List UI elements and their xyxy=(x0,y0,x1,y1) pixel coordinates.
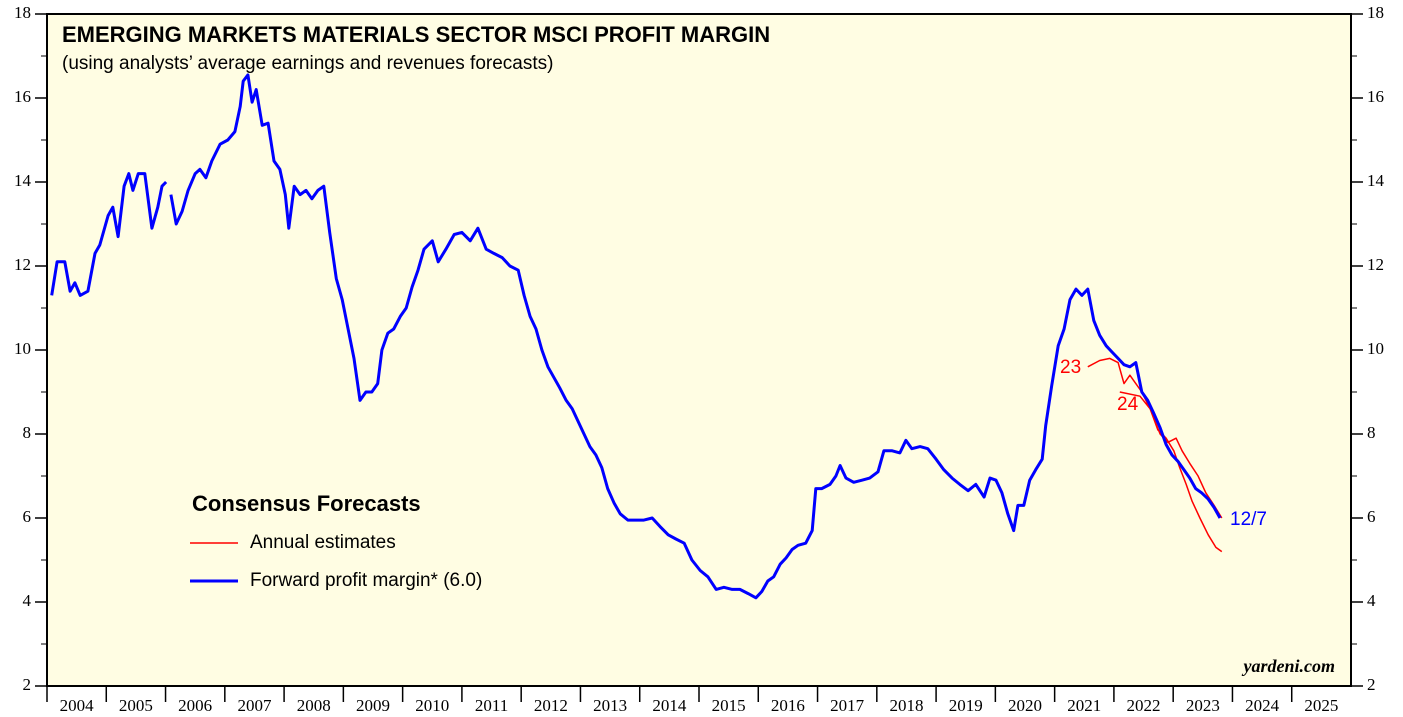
y2-tick-label: 4 xyxy=(1367,591,1376,610)
plot-area xyxy=(46,13,1352,687)
y-tick-label: 18 xyxy=(14,3,31,22)
x-tick-label: 2007 xyxy=(237,696,272,715)
y-tick-label: 8 xyxy=(23,423,32,442)
legend-label: Annual estimates xyxy=(250,532,396,553)
x-tick-label: 2005 xyxy=(119,696,153,715)
x-tick-label: 2023 xyxy=(1186,696,1220,715)
x-tick-label: 2025 xyxy=(1304,696,1338,715)
annotation: 23 xyxy=(1060,357,1081,378)
legend-title: Consensus Forecasts xyxy=(192,491,421,516)
y2-tick-label: 16 xyxy=(1367,87,1384,106)
y-tick-label: 2 xyxy=(23,675,32,694)
x-tick-label: 2020 xyxy=(1008,696,1042,715)
x-tick-label: 2006 xyxy=(178,696,212,715)
y2-tick-label: 6 xyxy=(1367,507,1376,526)
annotation: 24 xyxy=(1117,394,1139,415)
series-line xyxy=(50,73,1222,600)
x-tick-label: 2015 xyxy=(712,696,746,715)
y-tick-label: 14 xyxy=(14,171,32,190)
x-tick-label: 2018 xyxy=(889,696,923,715)
x-tick-label: 2004 xyxy=(60,696,95,715)
x-tick-label: 2008 xyxy=(297,696,331,715)
y2-tick-label: 8 xyxy=(1367,423,1376,442)
y2-tick-label: 18 xyxy=(1367,3,1384,22)
chart-subtitle: (using analysts’ average earnings and re… xyxy=(62,53,553,74)
y-tick-label: 10 xyxy=(14,339,31,358)
source: yardeni.com xyxy=(1242,656,1336,676)
y2-tick-label: 10 xyxy=(1367,339,1384,358)
y2-tick-label: 12 xyxy=(1367,255,1384,274)
annotation: 12/7 xyxy=(1230,509,1267,530)
y-tick-label: 12 xyxy=(14,255,31,274)
y2-tick-label: 14 xyxy=(1367,171,1385,190)
legend-label: Forward profit margin* (6.0) xyxy=(250,570,482,591)
chart-title: EMERGING MARKETS MATERIALS SECTOR MSCI P… xyxy=(62,22,770,47)
x-tick-label: 2009 xyxy=(356,696,390,715)
x-tick-label: 2010 xyxy=(415,696,449,715)
x-tick-label: 2024 xyxy=(1245,696,1280,715)
y-tick-label: 4 xyxy=(23,591,32,610)
x-tick-label: 2011 xyxy=(475,696,508,715)
y-tick-label: 16 xyxy=(14,87,31,106)
x-tick-label: 2014 xyxy=(652,696,687,715)
x-tick-label: 2013 xyxy=(593,696,627,715)
y2-tick-label: 2 xyxy=(1367,675,1376,694)
x-tick-label: 2022 xyxy=(1127,696,1161,715)
x-tick-label: 2021 xyxy=(1067,696,1101,715)
x-tick-label: 2019 xyxy=(949,696,983,715)
y-tick-label: 6 xyxy=(23,507,32,526)
x-tick-label: 2016 xyxy=(771,696,805,715)
x-tick-label: 2012 xyxy=(534,696,568,715)
series-line xyxy=(1087,357,1223,553)
x-tick-label: 2017 xyxy=(830,696,865,715)
